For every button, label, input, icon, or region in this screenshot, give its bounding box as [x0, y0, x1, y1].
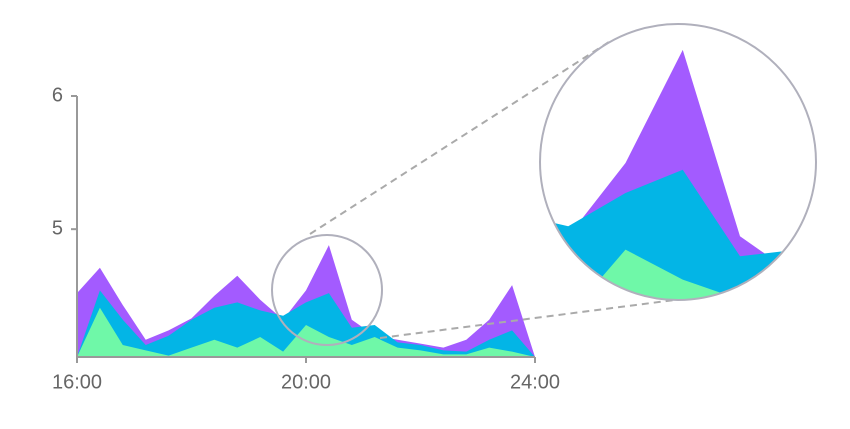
x-tick-label: 20:00 [281, 371, 331, 393]
magnifier-lens [271, 234, 383, 346]
axes: 5 6 16:00 20:00 24:00 [52, 84, 560, 393]
zoom-connector [379, 297, 691, 339]
y-tick-label: 6 [52, 84, 63, 106]
area [77, 307, 535, 357]
x-tick-label: 16:00 [52, 371, 102, 393]
area [77, 290, 535, 357]
x-tick-label: 24:00 [510, 371, 560, 393]
areas [77, 245, 535, 357]
y-tick-label: 5 [52, 217, 63, 239]
zoom-circle [539, 23, 817, 301]
